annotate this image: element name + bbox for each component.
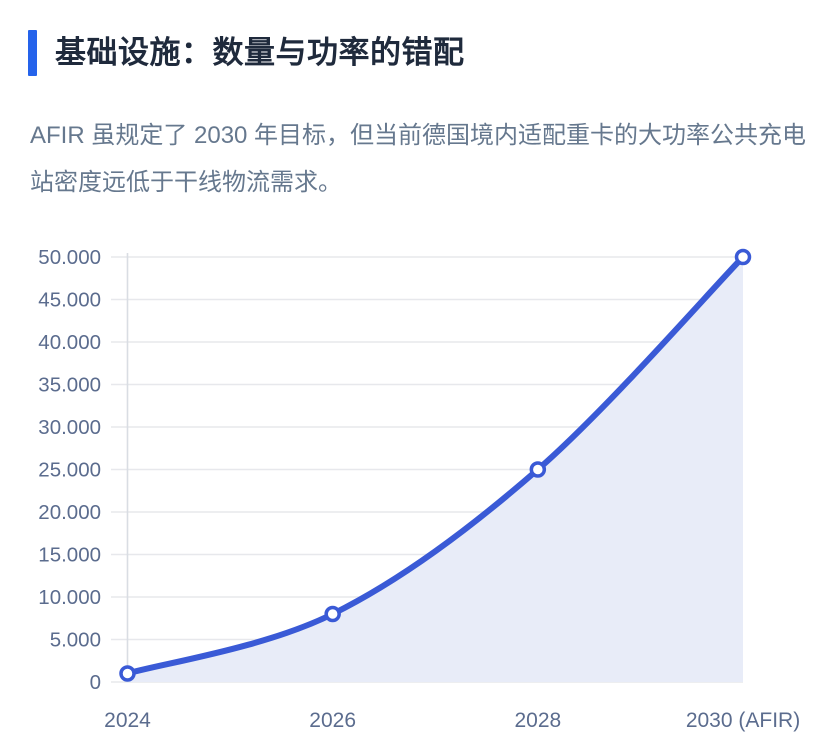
x-tick-label: 2028 xyxy=(514,709,561,732)
data-point-marker xyxy=(119,665,136,682)
page-title: 基础设施：数量与功率的错配 xyxy=(55,35,465,70)
title-accent-bar xyxy=(28,30,37,76)
y-tick-label: 50.000 xyxy=(38,246,101,269)
y-tick-label: 20.000 xyxy=(38,501,101,524)
header: 基础设施：数量与功率的错配 xyxy=(28,28,465,78)
y-tick-label: 15.000 xyxy=(38,544,101,567)
data-point-marker xyxy=(734,248,752,266)
trend-line xyxy=(124,254,746,677)
area-fill xyxy=(127,257,743,682)
y-tick-label: 30.000 xyxy=(38,416,101,439)
data-point-marker xyxy=(529,461,547,478)
y-tick-label: 10.000 xyxy=(38,586,101,609)
x-tick-label: 2026 xyxy=(309,709,356,732)
y-tick-label: 40.000 xyxy=(38,331,101,354)
subtitle: AFIR 虽规定了 2030 年目标，但当前德国境内适配重卡的大功率公共充电站密… xyxy=(30,122,807,196)
y-tick-label: 0 xyxy=(90,671,101,694)
y-tick-label: 5.000 xyxy=(50,629,101,652)
y-tick-label: 25.000 xyxy=(38,459,101,482)
x-tick-label: 2024 xyxy=(104,709,151,732)
line-chart-svg: 0 5.000 10.000 15.000 20.000 25.000 30.000 35.0… xyxy=(38,246,800,732)
x-tick-label: 2030 (AFIR) xyxy=(686,709,800,732)
chart-container: 0 5.000 10.000 15.000 20.000 25.000 30.000 35.0… xyxy=(0,230,829,754)
data-point-marker xyxy=(324,605,341,623)
y-tick-label: 45.000 xyxy=(38,289,101,312)
y-tick-label: 35.000 xyxy=(38,374,101,397)
